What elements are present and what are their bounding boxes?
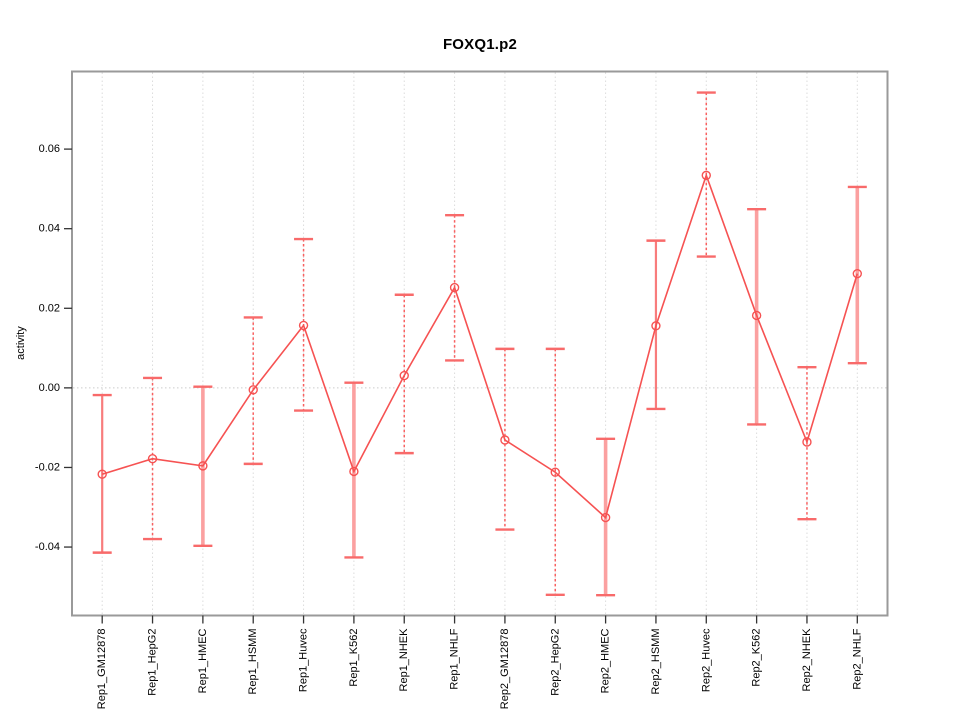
data-point <box>198 461 208 471</box>
data-point <box>550 467 560 477</box>
x-tick-label: Rep2_HSMM <box>650 629 662 695</box>
data-point <box>449 282 460 293</box>
y-tick-label: 0.00 <box>39 382 60 394</box>
y-tick-label: 0.04 <box>39 223 60 235</box>
x-tick-label: Rep1_K562 <box>348 629 360 687</box>
data-point <box>399 370 409 381</box>
y-tick-label: -0.04 <box>35 541 60 553</box>
x-tick-label: Rep2_HMEC <box>600 628 612 693</box>
data-point <box>500 435 510 445</box>
chart-title: FOXQ1.p2 <box>442 36 518 53</box>
data-point <box>298 320 309 331</box>
x-tick-label: Rep1_NHEK <box>398 628 410 692</box>
plot-border <box>71 70 889 617</box>
x-tick-label: Rep1_HepG2 <box>147 629 159 696</box>
y-tick-label: 0.02 <box>39 302 60 314</box>
data-point <box>701 170 711 181</box>
x-tick-label: Rep1_HMEC <box>197 628 209 693</box>
x-tick-label: Rep2_K562 <box>751 629 763 687</box>
data-point <box>600 512 611 523</box>
data-point <box>751 310 762 321</box>
x-tick-label: Rep2_NHEK <box>801 628 813 692</box>
x-tick-label: Rep1_NHLF <box>449 628 461 689</box>
x-tick-label: Rep1_HSMM <box>247 629 259 695</box>
x-tick-label: Rep2_GM12878 <box>499 629 511 710</box>
data-point <box>248 385 258 395</box>
x-tick-label: Rep1_GM12878 <box>96 629 108 710</box>
data-point <box>852 268 862 279</box>
data-point <box>802 437 812 447</box>
series-line <box>101 172 859 520</box>
x-tick-label: Rep2_Huvec <box>700 628 712 692</box>
x-tick-label: Rep2_NHLF <box>851 628 863 689</box>
data-point <box>651 321 661 331</box>
data-point <box>97 469 107 479</box>
y-tick-label: -0.02 <box>35 461 60 473</box>
data-point <box>147 454 158 464</box>
x-tick-label: Rep2_HepG2 <box>549 629 561 696</box>
data-point <box>349 466 359 477</box>
x-tick-label: Rep1_Huvec <box>298 628 310 692</box>
y-tick-label: 0.06 <box>39 143 60 155</box>
